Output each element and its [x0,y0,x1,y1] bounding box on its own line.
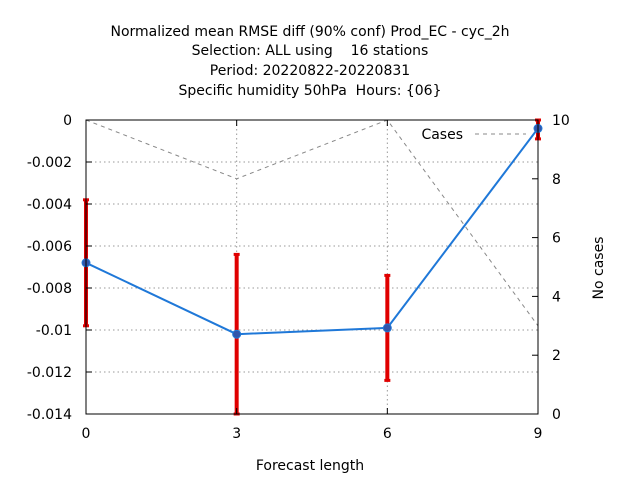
y2-tick-label: 0 [552,407,561,423]
rmse-series [81,118,543,416]
grid [86,120,538,414]
y2-tick-label: 8 [552,172,561,188]
cases-series [85,119,539,327]
y-tick-label: 0 [63,113,72,129]
title-line-4: Specific humidity 50hPa Hours: {06} [178,83,441,99]
title-line-3: Period: 20220822-20220831 [210,63,410,79]
x-tick-label: 0 [82,426,91,442]
y-tick-label: -0.012 [27,365,72,381]
y-tick-label: -0.002 [27,155,72,171]
title-line-2: Selection: ALL using 16 stations [192,43,429,59]
x-tick-label: 9 [534,426,543,442]
y-tick-label: -0.008 [27,281,72,297]
rmse-point [232,329,242,339]
axis-ticks: 0 3 6 90-0.002-0.004-0.006-0.008-0.01-0.012… [27,113,570,442]
rmse-point [382,323,392,333]
x-axis-label: Forecast length [256,458,364,474]
y2-axis-label: No cases [591,237,607,300]
y-tick-label: -0.004 [27,197,72,213]
legend-label: Cases [421,127,463,143]
x-tick-label: 6 [383,426,392,442]
plot-frame [85,119,539,415]
y2-tick-label: 6 [552,231,561,247]
cases-line [85,119,539,327]
y-tick-label: -0.014 [27,407,72,423]
y-tick-label: -0.006 [27,239,72,255]
y2-tick-label: 4 [552,289,561,305]
y2-tick-label: 2 [552,348,561,364]
y2-tick-label: 10 [552,113,570,129]
chart-title: Normalized mean RMSE diff (90% conf) Pro… [111,24,510,99]
rmse-line [85,127,539,336]
y-tick-label: -0.01 [36,323,72,339]
x-tick-label: 3 [232,426,241,442]
legend: Cases [421,127,526,143]
title-line-1: Normalized mean RMSE diff (90% conf) Pro… [111,24,510,40]
